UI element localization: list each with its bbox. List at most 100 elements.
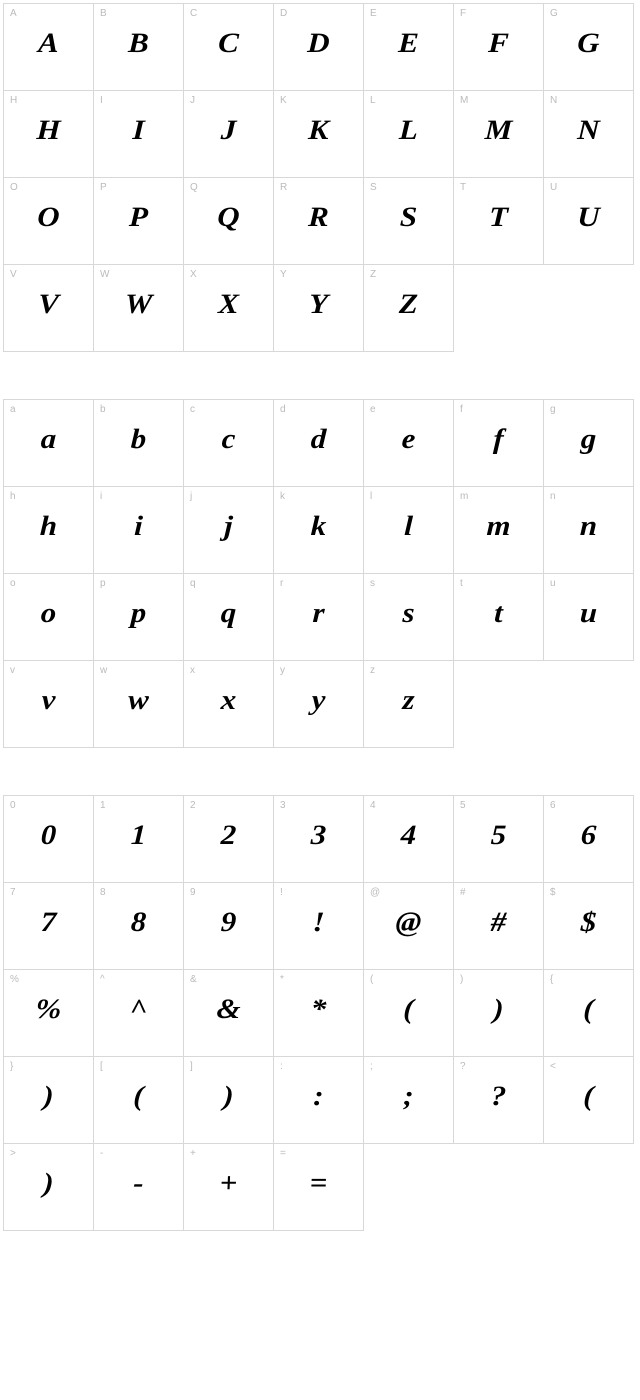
glyph-cell: ++ — [183, 1143, 274, 1231]
glyph-cell-label: m — [460, 491, 468, 502]
glyph-cell-label: H — [10, 95, 17, 106]
glyph-cell-glyph: R — [269, 202, 368, 234]
glyph-cell-label: I — [100, 95, 103, 106]
glyph-cell-glyph: H — [0, 115, 98, 147]
glyph-cell-glyph: s — [359, 598, 458, 630]
glyph-cell-label: U — [550, 182, 557, 193]
glyph-cell: jj — [183, 486, 274, 574]
glyph-cell: PP — [93, 177, 184, 265]
glyph-cell-glyph: P — [89, 202, 188, 234]
glyph-cell-label: T — [460, 182, 466, 193]
glyph-cell-glyph: # — [449, 907, 548, 939]
glyph-cell-glyph: ) — [0, 1168, 98, 1200]
glyph-cell: QQ — [183, 177, 274, 265]
glyph-cell-glyph: T — [449, 202, 548, 234]
glyph-cell: && — [183, 969, 274, 1057]
glyph-cell-label: 3 — [280, 800, 286, 811]
glyph-cell-label: r — [280, 578, 283, 589]
glyph-grid: aabbccddeeffgghhiijjkkllmmnnooppqqrrsstt… — [4, 400, 640, 748]
glyph-cell: 88 — [93, 882, 184, 970]
glyph-cell-label: 5 — [460, 800, 466, 811]
glyph-cell-glyph: 2 — [179, 820, 278, 852]
glyph-cell-glyph: ( — [359, 994, 458, 1026]
glyph-cell-label: ( — [370, 974, 373, 985]
glyph-cell: ss — [363, 573, 454, 661]
glyph-cell: 22 — [183, 795, 274, 883]
glyph-cell-glyph: g — [539, 424, 638, 456]
glyph-cell-label: f — [460, 404, 463, 415]
glyph-cell-label: b — [100, 404, 106, 415]
glyph-cell: MM — [453, 90, 544, 178]
glyph-cell-label: z — [370, 665, 375, 676]
glyph-cell: <( — [543, 1056, 634, 1144]
glyph-cell: (( — [363, 969, 454, 1057]
glyph-cell-glyph: u — [539, 598, 638, 630]
glyph-cell-label: O — [10, 182, 18, 193]
glyph-cell-label: < — [550, 1061, 556, 1072]
glyph-cell-glyph: E — [359, 28, 458, 60]
glyph-cell-glyph: c — [179, 424, 278, 456]
glyph-cell-label: ! — [280, 887, 283, 898]
glyph-cell-glyph: Z — [359, 289, 458, 321]
glyph-cell-glyph: i — [89, 511, 188, 543]
glyph-cell-glyph: w — [89, 685, 188, 717]
glyph-cell: ]) — [183, 1056, 274, 1144]
glyph-cell: $$ — [543, 882, 634, 970]
glyph-cell: >) — [3, 1143, 94, 1231]
glyph-cell-glyph: q — [179, 598, 278, 630]
glyph-cell: AA — [3, 3, 94, 91]
glyph-cell-glyph: 6 — [539, 820, 638, 852]
glyph-cell-glyph: @ — [359, 907, 458, 939]
glyph-cell-glyph: N — [539, 115, 638, 147]
glyph-cell-glyph: e — [359, 424, 458, 456]
glyph-cell-label: 4 — [370, 800, 376, 811]
glyph-cell: 55 — [453, 795, 544, 883]
glyph-cell: ZZ — [363, 264, 454, 352]
glyph-cell: ww — [93, 660, 184, 748]
glyph-cell-glyph: F — [449, 28, 548, 60]
glyph-cell-label: M — [460, 95, 468, 106]
glyph-cell: ll — [363, 486, 454, 574]
glyph-cell-glyph: + — [179, 1168, 278, 1200]
glyph-cell-label: J — [190, 95, 195, 106]
glyph-cell-glyph: y — [269, 685, 368, 717]
glyph-cell-glyph: n — [539, 511, 638, 543]
glyph-cell-glyph: M — [449, 115, 548, 147]
glyph-cell: gg — [543, 399, 634, 487]
glyph-cell-label: 7 — [10, 887, 16, 898]
section-lowercase: aabbccddeeffgghhiijjkkllmmnnooppqqrrsstt… — [4, 400, 640, 748]
glyph-cell-glyph: 4 — [359, 820, 458, 852]
glyph-cell-glyph: = — [269, 1168, 368, 1200]
glyph-cell-glyph: I — [89, 115, 188, 147]
glyph-cell-glyph: ) — [179, 1081, 278, 1113]
glyph-cell-label: F — [460, 8, 466, 19]
glyph-cell-glyph: d — [269, 424, 368, 456]
glyph-cell-glyph: W — [89, 289, 188, 321]
glyph-cell: bb — [93, 399, 184, 487]
glyph-cell-label: C — [190, 8, 197, 19]
glyph-cell-label: i — [100, 491, 102, 502]
glyph-cell-glyph: ) — [0, 1081, 98, 1113]
glyph-cell: KK — [273, 90, 364, 178]
glyph-cell-label: > — [10, 1148, 16, 1159]
character-map: AABBCCDDEEFFGGHHIIJJKKLLMMNNOOPPQQRRSSTT… — [4, 4, 640, 1231]
glyph-cell: ## — [453, 882, 544, 970]
glyph-cell: kk — [273, 486, 364, 574]
glyph-cell-label: 2 — [190, 800, 196, 811]
glyph-cell-glyph: & — [179, 994, 278, 1026]
glyph-cell-label: j — [190, 491, 192, 502]
glyph-cell: CC — [183, 3, 274, 91]
glyph-cell-label: - — [100, 1148, 103, 1159]
glyph-cell-label: Y — [280, 269, 287, 280]
glyph-cell: VV — [3, 264, 94, 352]
glyph-cell-glyph: 8 — [89, 907, 188, 939]
glyph-cell: nn — [543, 486, 634, 574]
glyph-cell: ee — [363, 399, 454, 487]
glyph-cell-glyph: S — [359, 202, 458, 234]
glyph-cell-label: { — [550, 974, 553, 985]
glyph-cell: WW — [93, 264, 184, 352]
glyph-cell-label: S — [370, 182, 377, 193]
glyph-cell-label: Q — [190, 182, 198, 193]
glyph-cell-label: & — [190, 974, 197, 985]
glyph-cell: 11 — [93, 795, 184, 883]
